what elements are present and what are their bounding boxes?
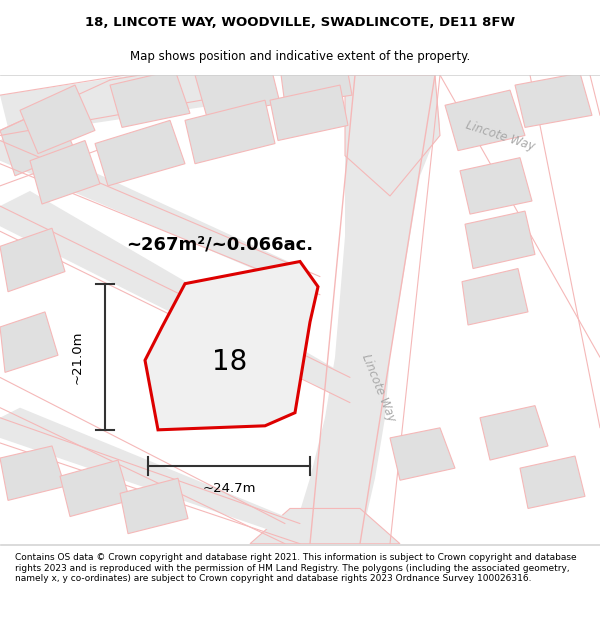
Polygon shape xyxy=(445,90,525,151)
Text: Lincote Way: Lincote Way xyxy=(359,352,397,423)
Polygon shape xyxy=(0,446,65,501)
Polygon shape xyxy=(520,456,585,509)
Text: 18, LINCOTE WAY, WOODVILLE, SWADLINCOTE, DE11 8FW: 18, LINCOTE WAY, WOODVILLE, SWADLINCOTE,… xyxy=(85,16,515,29)
Polygon shape xyxy=(185,100,275,164)
Polygon shape xyxy=(280,57,352,105)
Polygon shape xyxy=(120,478,188,534)
Polygon shape xyxy=(30,141,100,204)
Text: Contains OS data © Crown copyright and database right 2021. This information is : Contains OS data © Crown copyright and d… xyxy=(15,554,577,583)
Polygon shape xyxy=(480,406,548,460)
Polygon shape xyxy=(0,134,310,287)
Text: Lincote Way: Lincote Way xyxy=(464,118,536,152)
Polygon shape xyxy=(290,75,440,544)
Polygon shape xyxy=(462,269,528,325)
Text: ~21.0m: ~21.0m xyxy=(71,330,83,384)
Polygon shape xyxy=(0,65,215,136)
Polygon shape xyxy=(145,261,318,430)
Polygon shape xyxy=(0,191,350,398)
Polygon shape xyxy=(60,460,130,516)
Polygon shape xyxy=(345,75,440,196)
Polygon shape xyxy=(20,85,95,154)
Polygon shape xyxy=(460,158,532,214)
Polygon shape xyxy=(0,408,290,534)
Text: Map shows position and indicative extent of the property.: Map shows position and indicative extent… xyxy=(130,50,470,62)
Polygon shape xyxy=(95,121,185,186)
Polygon shape xyxy=(390,428,455,480)
Text: ~24.7m: ~24.7m xyxy=(202,482,256,495)
Text: ~267m²/~0.066ac.: ~267m²/~0.066ac. xyxy=(127,236,314,253)
Polygon shape xyxy=(515,73,592,127)
Polygon shape xyxy=(110,70,190,128)
Polygon shape xyxy=(0,312,58,372)
Polygon shape xyxy=(0,105,75,176)
Polygon shape xyxy=(270,85,348,141)
Polygon shape xyxy=(250,509,400,544)
Polygon shape xyxy=(0,228,65,292)
Text: 18: 18 xyxy=(212,348,248,376)
Polygon shape xyxy=(465,211,535,269)
Polygon shape xyxy=(195,63,280,118)
